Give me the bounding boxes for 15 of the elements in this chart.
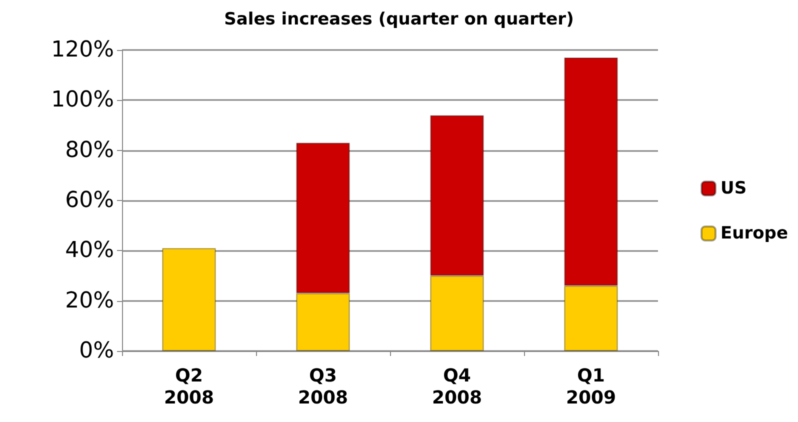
- legend-label: US: [720, 178, 747, 198]
- x-tick-label: Q4 2008: [432, 366, 482, 408]
- bar: [162, 248, 216, 351]
- x-tick-label: Q3 2008: [298, 366, 348, 408]
- x-tick-label: Q2 2008: [164, 366, 214, 408]
- y-tick-label: 120%: [51, 38, 114, 62]
- y-tick-label: 60%: [65, 188, 114, 213]
- y-tick-label: 40%: [65, 238, 114, 264]
- y-tick-label: 20%: [65, 288, 114, 314]
- y-tick-label: 80%: [65, 138, 114, 163]
- x-tick-label: Q1 2009: [566, 366, 616, 408]
- legend-label: Europe: [720, 224, 788, 244]
- y-tick-label: 100%: [51, 88, 114, 113]
- y-tick-label: 0%: [79, 338, 114, 364]
- chart-title: Sales increases (quarter on quarter): [224, 10, 574, 30]
